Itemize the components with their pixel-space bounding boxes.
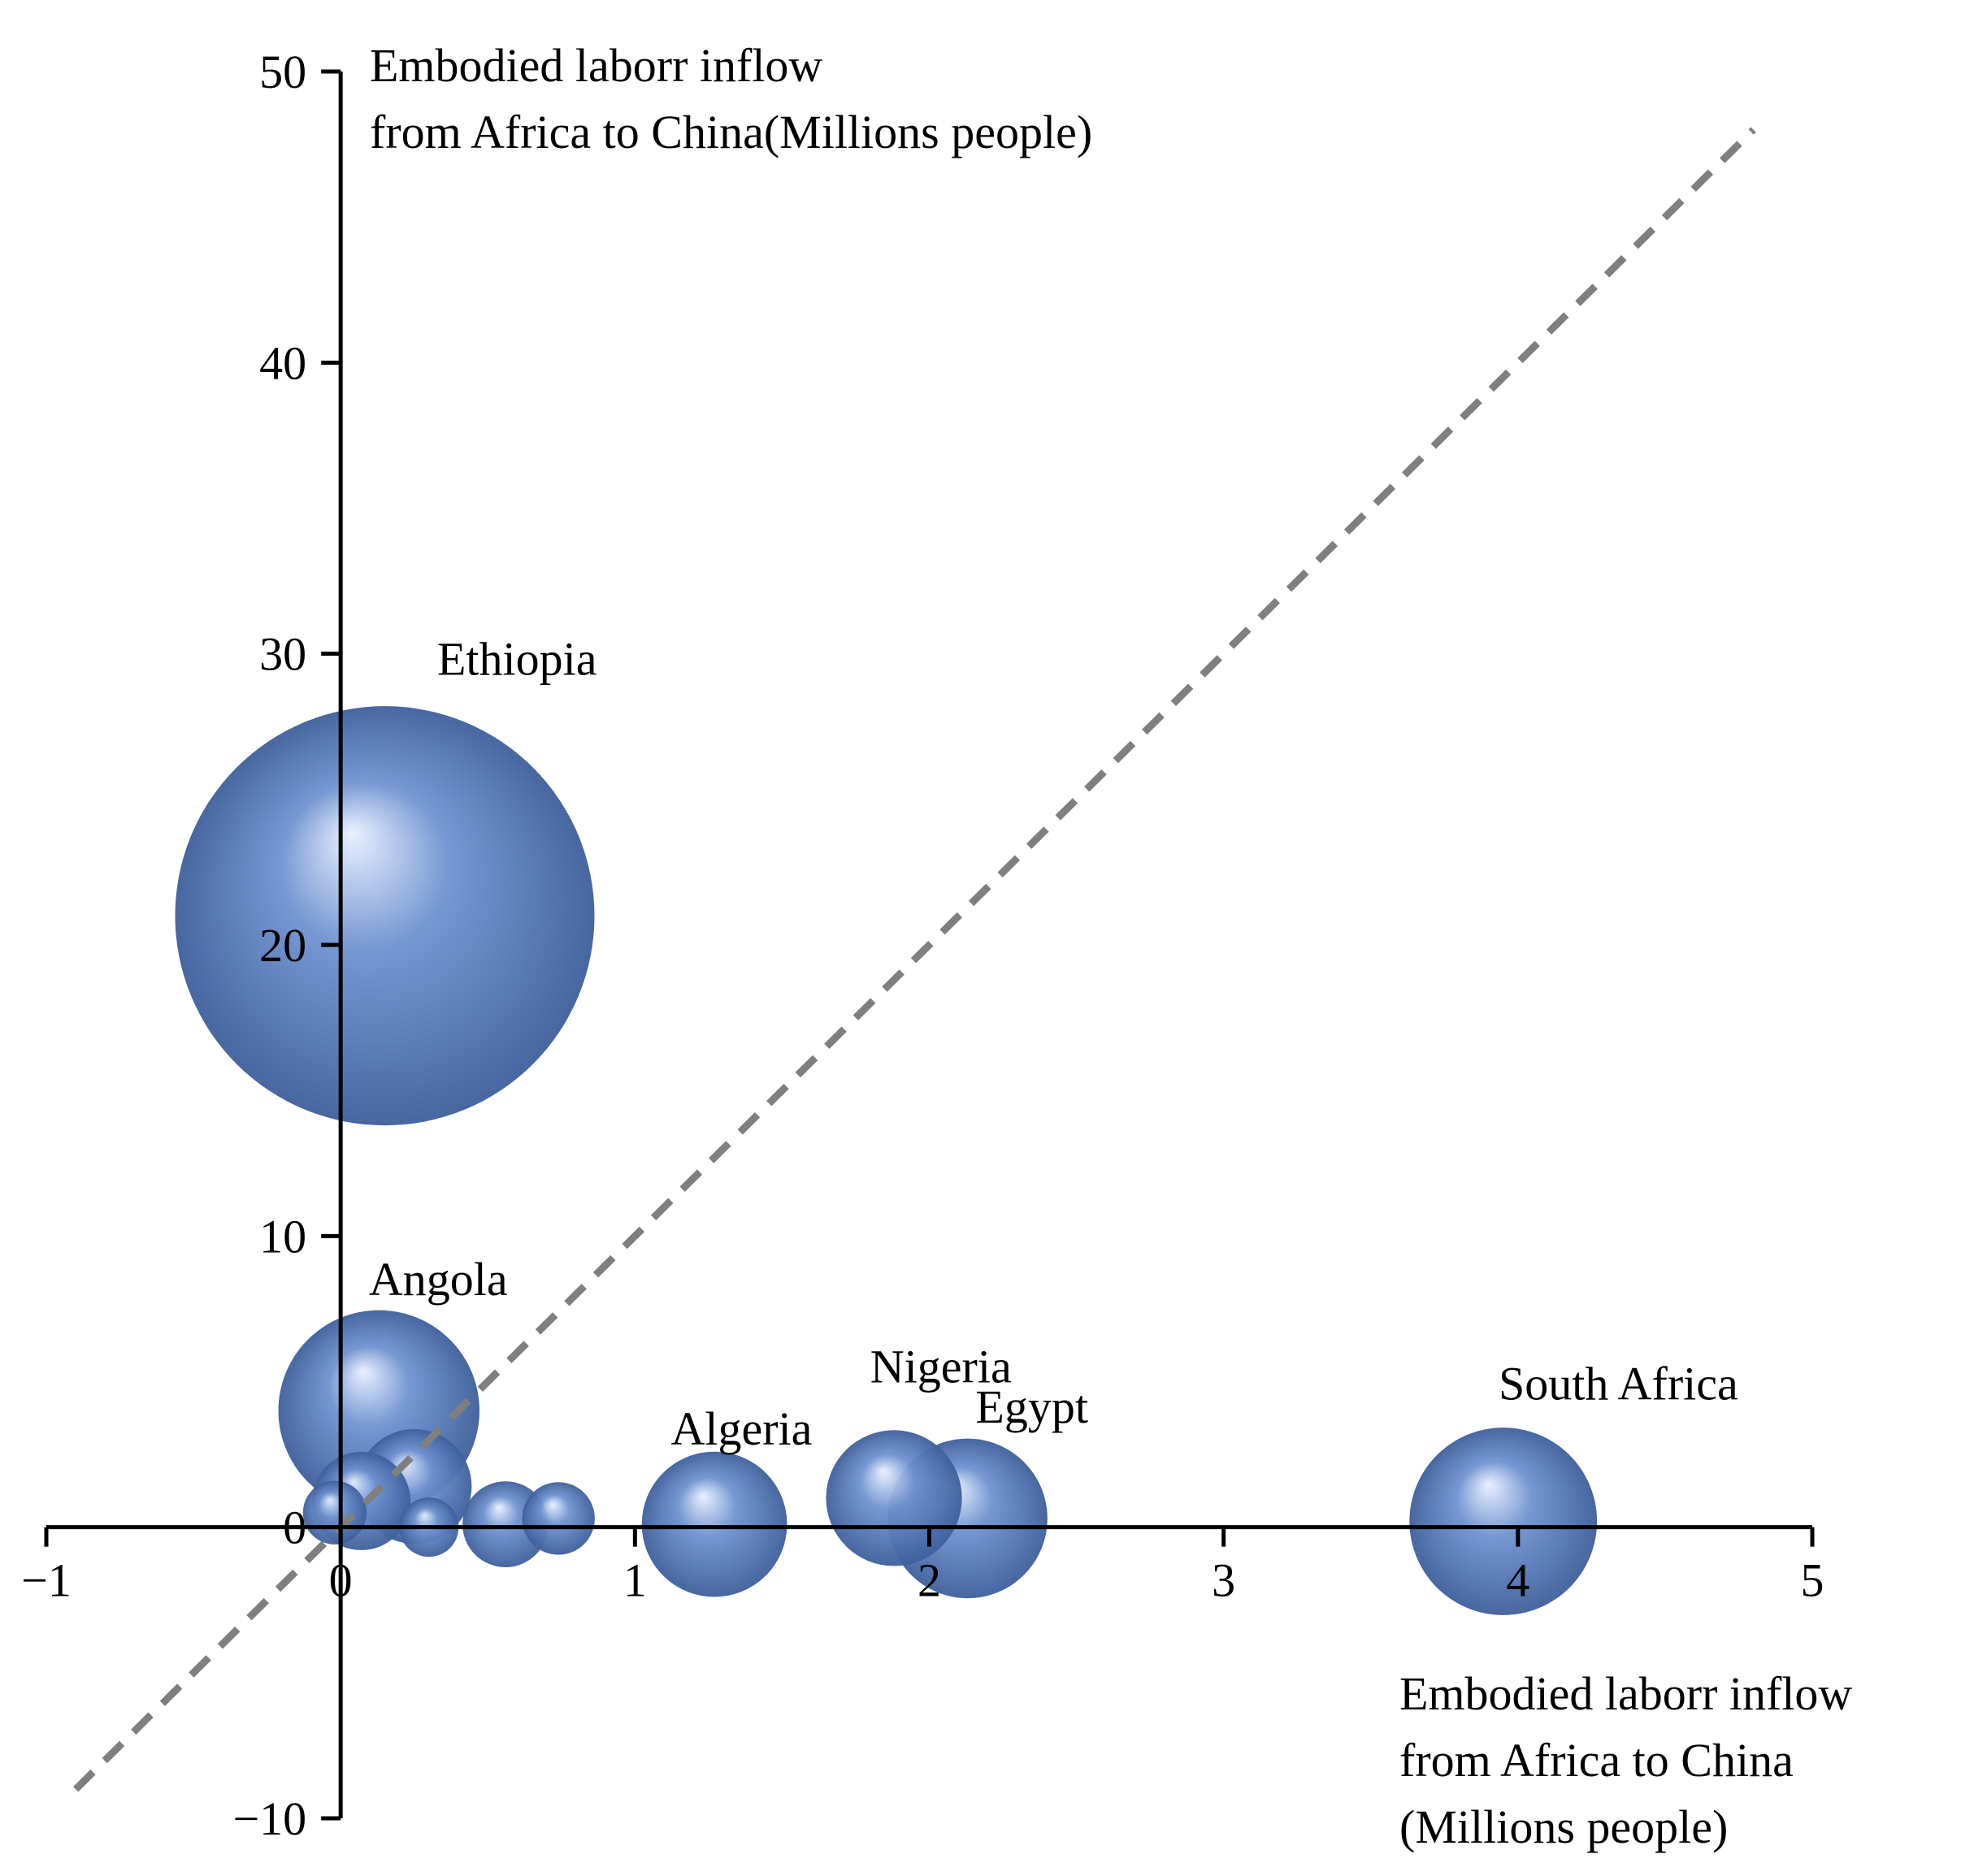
reference-diagonal-line — [73, 127, 1756, 1792]
bubble-label-egypt: Egypt — [975, 1380, 1088, 1433]
x-axis-title-line-3: (Millions people) — [1399, 1800, 1728, 1853]
y-tick-label: 30 — [259, 628, 306, 681]
bubble-ethiopia — [175, 706, 595, 1126]
y-axis-title-line-2: from Africa to China(Millions people) — [370, 106, 1092, 158]
x-axis-title-line-2: from Africa to China — [1399, 1734, 1794, 1787]
y-axis-title-line-1: Embodied laborr inflow — [370, 39, 822, 92]
x-tick-label: 4 — [1506, 1554, 1529, 1607]
bubble-label-algeria: Algeria — [670, 1402, 812, 1455]
x-tick-label: 5 — [1801, 1554, 1824, 1607]
bubble-unlabeled-8 — [302, 1480, 367, 1545]
bubble-label-angola: Angola — [369, 1253, 508, 1306]
bubble-label-nigeria: Nigeria — [870, 1341, 1012, 1393]
bubble-south-africa — [1409, 1428, 1598, 1615]
x-axis-title: Embodied laborr inflow from Africa to Ch… — [1399, 1667, 1864, 1853]
x-tick-label: 1 — [623, 1554, 647, 1607]
y-tick-label: 20 — [259, 919, 306, 972]
x-axis-title-line-1: Embodied laborr inflow — [1399, 1667, 1852, 1720]
x-tick-label: −1 — [21, 1554, 72, 1607]
x-axis-ticks: −1 0 1 2 3 4 5 — [21, 1527, 1824, 1607]
y-tick-label: 50 — [259, 45, 306, 98]
y-axis-title: Embodied laborr inflow from Africa to Ch… — [370, 39, 1092, 158]
bubbles-layer — [175, 706, 1598, 1615]
x-tick-label: 0 — [329, 1554, 353, 1607]
bubble-nigeria — [826, 1430, 962, 1566]
bubble-unlabeled-10 — [522, 1482, 595, 1555]
y-tick-label: 0 — [283, 1501, 306, 1554]
x-tick-label: 2 — [918, 1554, 941, 1607]
bubble-label-ethiopia: Ethiopia — [437, 632, 597, 685]
y-tick-label: −10 — [232, 1792, 306, 1845]
y-tick-label: 10 — [259, 1210, 306, 1263]
bubble-label-south-africa: South Africa — [1499, 1358, 1738, 1410]
bubble-algeria — [641, 1451, 787, 1597]
y-tick-label: 40 — [259, 336, 306, 389]
y-axis-ticks: −10 0 10 20 30 40 50 — [232, 45, 341, 1845]
x-tick-label: 3 — [1212, 1554, 1235, 1607]
